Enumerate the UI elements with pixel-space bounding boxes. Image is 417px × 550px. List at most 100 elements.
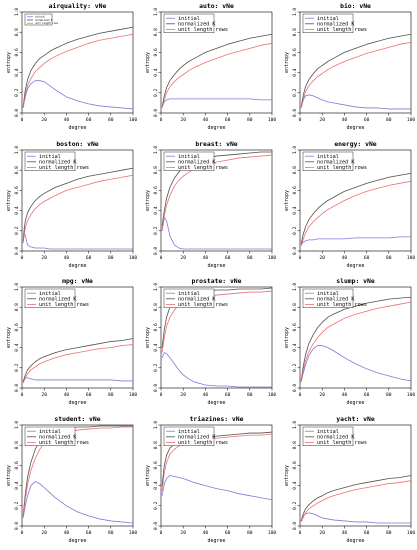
y-tick-label: 1.0 — [14, 8, 20, 17]
plot-frame — [160, 424, 273, 526]
x-tick-label: 40 — [203, 255, 209, 261]
y-tick-label: 1.0 — [14, 420, 20, 429]
x-tick-label: 60 — [364, 117, 370, 123]
legend-label: initial — [317, 428, 339, 434]
series-line-normalized-k — [300, 296, 412, 381]
x-tick-label: 20 — [319, 255, 325, 261]
series-line-normalized-k — [161, 33, 273, 108]
x-axis-label: degree — [207, 538, 225, 544]
y-tick-label: 0.8 — [153, 165, 159, 174]
x-tick-label: 40 — [342, 392, 348, 398]
y-tick-label: 0.8 — [153, 303, 159, 312]
chart-panel: breast: vNe 0 20 40 60 80 100 0.0 0.2 0.4 0.6 0.8 1.… — [145, 140, 276, 269]
x-tick-label: 40 — [64, 117, 70, 123]
plot-frame — [299, 286, 412, 389]
y-tick-label: 0.8 — [153, 28, 159, 37]
legend-label: unit length rows — [178, 440, 228, 446]
x-tick-label: 100 — [129, 392, 138, 398]
y-axis-label: entropy — [284, 327, 290, 348]
y-tick-label: 0.8 — [14, 303, 20, 312]
series-line-initial — [22, 231, 133, 249]
y-tick-label: 1.0 — [292, 8, 298, 17]
y-tick-label: 0.4 — [14, 206, 20, 215]
legend-label: normalized K — [39, 434, 77, 440]
x-tick-label: 0 — [21, 392, 24, 398]
legend-label: normalized K — [178, 434, 216, 440]
x-tick-label: 100 — [268, 392, 277, 398]
chart-panel: bio: vNe 0 20 40 60 80 100 0.0 0.2 0.4 0.6 0.8 1.0 de… — [284, 2, 415, 131]
chart-panel: auto: vNe 0 20 40 60 80 100 0.0 0.2 0.4 0.6 0.8 1.0 d… — [145, 2, 276, 131]
y-tick-label: 0.8 — [292, 303, 298, 312]
x-tick-label: 80 — [386, 117, 392, 123]
x-tick-label: 0 — [160, 530, 163, 536]
x-tick-label: 80 — [247, 117, 253, 123]
y-axis-label: entropy — [6, 327, 12, 348]
x-tick-label: 40 — [64, 530, 70, 536]
chart-panel: triazines: vNe 0 20 40 60 80 100 0.0 0.2 0.4 0.6 0.… — [145, 415, 276, 544]
x-tick-label: 60 — [86, 255, 92, 261]
series-line-unit-length-rows — [300, 479, 412, 522]
series-line-initial — [300, 345, 412, 383]
y-tick-label: 0.0 — [292, 384, 298, 393]
legend-label: unit length rows — [317, 165, 367, 171]
x-tick-label: 40 — [342, 255, 348, 261]
y-tick-label: 0.2 — [14, 363, 20, 372]
legend-label: initial — [317, 16, 339, 22]
y-tick-label: 1.0 — [14, 283, 20, 292]
y-tick-label: 1.0 — [292, 145, 298, 154]
y-axis-label: entropy — [284, 189, 290, 210]
x-tick-label: 40 — [203, 117, 209, 123]
chart-panel: prostate: vNe 0 20 40 60 80 100 0.0 0.2 0.4 0.6 0.8… — [145, 277, 277, 406]
legend-label: unit length rows — [178, 165, 228, 171]
y-axis-label: entropy — [6, 464, 12, 485]
legend-label: unit length rows — [317, 27, 367, 33]
y-tick-label: 0.2 — [153, 363, 159, 372]
x-tick-label: 60 — [364, 392, 370, 398]
legend-label: normalized K — [317, 159, 355, 165]
y-tick-label: 0.0 — [153, 109, 159, 118]
series-line-initial — [161, 98, 272, 108]
x-tick-label: 60 — [364, 255, 370, 261]
y-tick-label: 0.2 — [14, 88, 20, 97]
legend-label: unit length rows — [39, 302, 89, 308]
plot-frame — [160, 11, 273, 114]
x-axis-label: degree — [346, 263, 364, 269]
x-axis-label: degree — [68, 538, 86, 544]
legend-box — [302, 151, 354, 171]
x-tick-label: 40 — [64, 255, 70, 261]
chart-panel: airquality: vNe 0 20 40 60 80 100 0.0 0.2 0.4 0.6 0… — [6, 2, 137, 131]
x-axis-label: degree — [207, 125, 225, 131]
legend-label: unit length rows — [35, 22, 59, 25]
x-tick-label: 40 — [203, 392, 209, 398]
legend-label: normalized K — [317, 297, 355, 303]
plot-frame — [21, 149, 134, 251]
legend-box — [24, 13, 53, 26]
y-tick-label: 1.0 — [153, 283, 159, 292]
y-tick-label: 1.0 — [292, 420, 298, 429]
y-tick-label: 0.8 — [292, 28, 298, 37]
y-tick-label: 0.4 — [14, 343, 20, 352]
series-line-unit-length-rows — [161, 42, 273, 109]
x-tick-label: 60 — [86, 117, 92, 123]
legend-box — [24, 288, 76, 308]
series-line-normalized-k — [22, 167, 134, 241]
y-tick-label: 0.8 — [14, 440, 20, 449]
legend-label: unit length rows — [39, 165, 89, 171]
chart-title: slump: vNe — [336, 277, 375, 285]
x-tick-label: 20 — [319, 392, 325, 398]
legend-label: initial — [39, 428, 61, 434]
x-tick-label: 40 — [342, 530, 348, 536]
legend-label: unit length rows — [178, 27, 228, 33]
y-tick-label: 0.2 — [292, 226, 298, 235]
legend-label: normalized K — [178, 159, 216, 165]
series-line-initial — [161, 216, 272, 249]
x-axis-label: degree — [207, 400, 225, 406]
legend-label: normalized K — [317, 434, 355, 440]
legend-label: unit length rows — [317, 302, 367, 308]
y-tick-label: 0.4 — [292, 68, 298, 77]
legend-label: initial — [35, 16, 46, 19]
x-tick-label: 100 — [407, 530, 416, 536]
y-tick-label: 0.4 — [14, 481, 20, 490]
x-tick-label: 80 — [108, 530, 114, 536]
legend-label: initial — [178, 291, 200, 297]
